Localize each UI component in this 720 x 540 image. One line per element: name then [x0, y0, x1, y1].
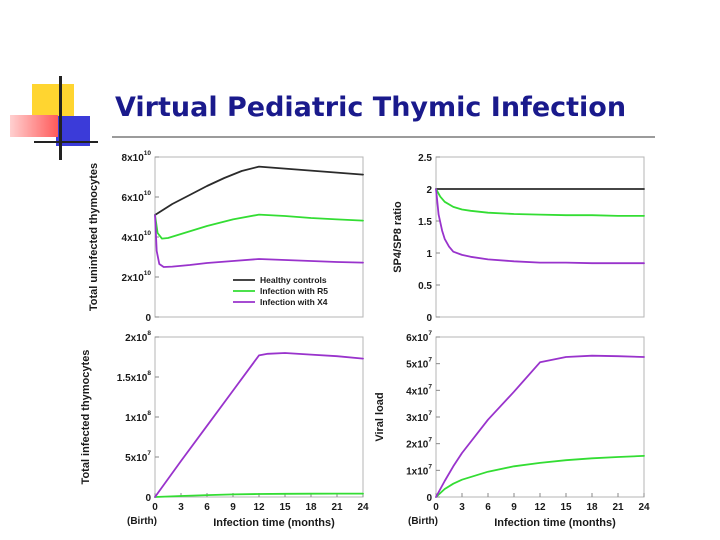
y-tick-label: 2x108 [125, 330, 151, 344]
x-tick-label: 9 [511, 502, 517, 513]
x-tick-label: 0 [152, 502, 158, 513]
x-tick-label: 18 [586, 502, 598, 513]
legend-label: Infection with X4 [260, 297, 328, 307]
x-tick-label: 12 [253, 502, 265, 513]
deco-horizontal-line [34, 141, 98, 143]
x-tick-label: 15 [560, 502, 572, 513]
x-tick-label: 21 [612, 502, 624, 513]
x-tick-label: 12 [534, 502, 546, 513]
series-line-infection-with-x4 [154, 214, 364, 268]
series-line-healthy-controls [154, 165, 364, 216]
y-tick-label: 0 [145, 493, 151, 504]
y-tick-label: 1x108 [125, 410, 151, 424]
series-line-infection-with-r5 [435, 188, 645, 217]
y-axis-title: Total uninfected thymocytes [88, 163, 100, 311]
slide-title: Virtual Pediatric Thymic Infection [115, 92, 627, 123]
y-tick-label: 2x107 [406, 437, 432, 451]
plot-frame [154, 156, 364, 318]
series-line-infection-with-x4 [154, 352, 364, 498]
birth-note: (Birth) [408, 516, 438, 527]
x-tick-label: 3 [178, 502, 184, 513]
y-tick-label: 6x107 [406, 330, 432, 344]
legend-label: Healthy controls [260, 275, 327, 285]
deco-red-square [10, 115, 58, 137]
y-tick-label: 1 [426, 249, 432, 260]
chart-3: 0 5x107 1x108 1.5x108 2x108 0 3 6 9 12 15 18 21 24 Tot… [80, 330, 369, 529]
series-line-infection-with-r5 [435, 455, 645, 498]
y-tick-label: 2.5 [418, 153, 432, 164]
x-tick-label: 6 [485, 502, 491, 513]
y-tick-label: 6x1010 [122, 190, 152, 204]
y-tick-label: 2x1010 [122, 270, 152, 284]
y-tick-label: 5x107 [125, 450, 151, 464]
y-tick-label: 1x107 [406, 463, 432, 477]
x-tick-label: 24 [638, 502, 650, 513]
plot-frame [435, 336, 645, 498]
y-axis-title: Total infected thymocytes [80, 350, 92, 485]
y-tick-label: 0 [426, 493, 432, 504]
plot-frame [154, 336, 364, 498]
deco-vertical-line [59, 76, 62, 160]
y-tick-label: 0 [145, 313, 151, 324]
title-divider [112, 136, 655, 138]
chart-2: 0 0.5 1 1.5 2 2.5 SP4/SP8 ratio [392, 153, 645, 324]
series-line-infection-with-r5 [154, 213, 364, 240]
chart-1: 0 2x1010 4x1010 6x1010 8x1010 Total uninfecte… [88, 150, 364, 324]
y-axis-title: Viral load [374, 392, 386, 441]
legend-label: Infection with R5 [260, 286, 328, 296]
birth-note: (Birth) [127, 516, 157, 527]
x-tick-label: 21 [331, 502, 343, 513]
series-line-infection-with-x4 [435, 354, 645, 498]
y-tick-label: 0 [426, 313, 432, 324]
x-tick-label: 24 [357, 502, 369, 513]
x-axis-title: Infection time (months) [494, 517, 616, 529]
chart-4: 0 1x107 2x107 3x107 4x107 5x107 6x107 0 3 6 9 12 15 1… [374, 330, 650, 529]
y-tick-label: 4x1010 [122, 230, 152, 244]
y-tick-label: 1.5x108 [117, 370, 152, 384]
x-tick-label: 15 [279, 502, 291, 513]
y-tick-label: 8x1010 [122, 150, 152, 164]
y-tick-label: 2 [426, 185, 432, 196]
y-tick-label: 5x107 [406, 357, 432, 371]
y-axis-title: SP4/SP8 ratio [392, 201, 404, 273]
x-tick-label: 0 [433, 502, 439, 513]
x-tick-label: 3 [459, 502, 465, 513]
y-tick-label: 4x107 [406, 383, 432, 397]
y-tick-label: 3x107 [406, 410, 432, 424]
y-tick-label: 0.5 [418, 281, 432, 292]
x-axis-title: Infection time (months) [213, 517, 335, 529]
plot-frame [435, 156, 645, 318]
x-tick-label: 9 [230, 502, 236, 513]
series-line-infection-with-x4 [435, 188, 645, 265]
y-tick-label: 1.5 [418, 217, 432, 228]
series-line-infection-with-r5 [154, 492, 364, 498]
x-tick-label: 6 [204, 502, 210, 513]
x-tick-label: 18 [305, 502, 317, 513]
